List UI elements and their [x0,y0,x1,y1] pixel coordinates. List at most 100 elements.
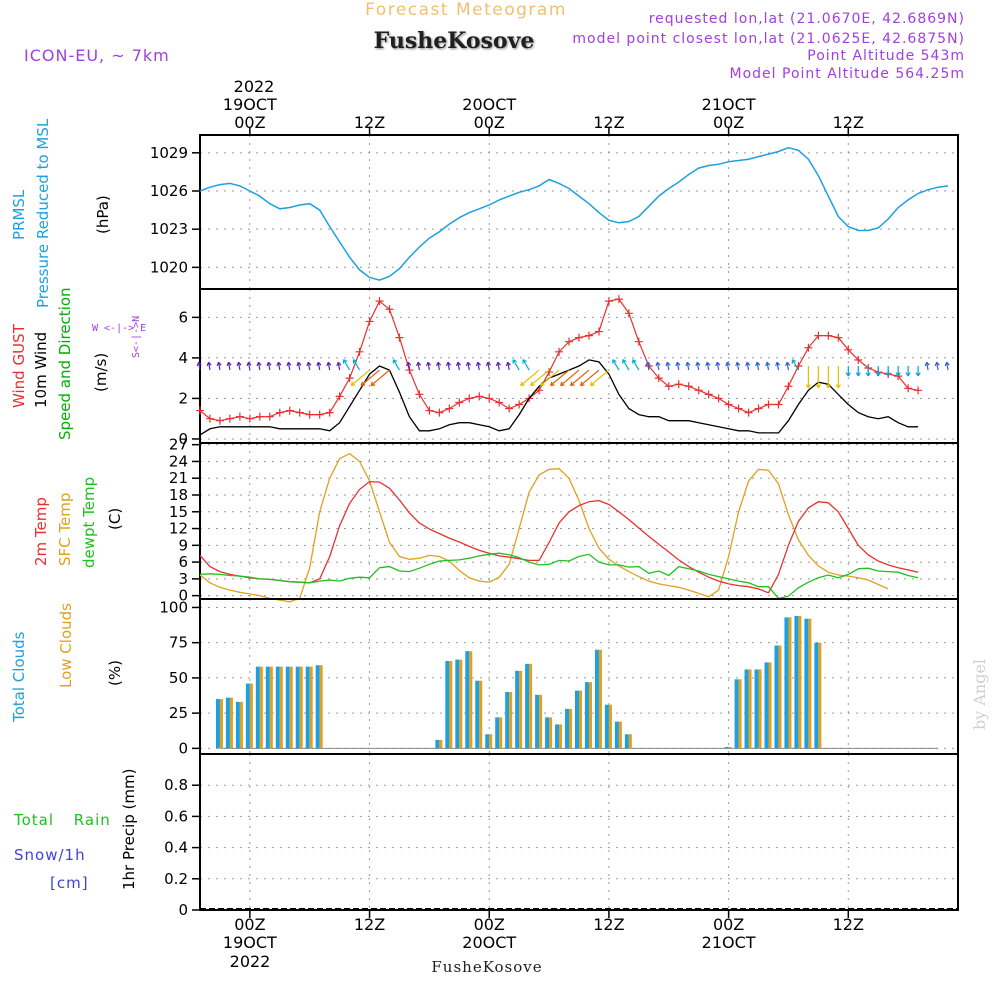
low-cloud-bar [519,670,523,749]
wind-ytick-label: 2 [178,389,188,407]
wind-direction-arrowhead [735,361,741,367]
gust-marker [445,404,454,413]
low-cloud-bar [239,701,243,749]
wind-direction-arrowhead [316,361,322,367]
wind-direction-arrow [487,362,490,371]
wind-direction-arrow [327,362,331,371]
top-time-label: 00Z [713,113,744,132]
wind-direction-arrow [696,362,700,371]
wind-compass-sn: S<-|->N [131,316,142,358]
low-cloud-bar [289,666,293,749]
wind-direction-arrowhead [924,361,930,367]
wind-direction-arrowhead [246,361,252,367]
sfc-temp-line [199,452,889,603]
clouds-panel: 0 25 50 75 100 [159,598,959,757]
gust-marker [684,382,693,391]
gust-marker [425,406,434,415]
wind-direction-arrow [936,362,939,371]
top-time-label: 12Z [833,113,864,132]
top-time-label: 00Z [474,113,505,132]
wind-direction-arrowhead [705,361,711,367]
low-cloud-bar [219,699,223,749]
wind-direction-arrowhead [495,361,501,367]
clouds-label-low: Low Clouds [57,603,75,688]
wind-direction-arrowhead [256,361,262,367]
top-year-label: 2022 [234,77,275,96]
temp-ytick-label: 9 [178,536,188,554]
wind-direction-arrow [277,362,281,371]
wind-direction-arrowhead [715,361,721,367]
gust-marker [495,398,504,407]
gust-marker [245,414,254,423]
total-cloud-bar [724,746,729,749]
top-date-label: 19OCT [223,95,277,114]
gust-marker [714,394,723,403]
wind-direction-arrowhead [370,381,376,387]
gust-marker [275,408,284,417]
wind-direction-arrowhead [785,361,791,367]
gust-marker [704,390,713,399]
gust-marker [724,400,733,409]
wind-direction-arrowhead [632,359,637,364]
gust-marker [604,297,613,306]
wind-direction-arrowhead [530,381,535,387]
wind-direction-arrow [392,359,400,371]
pressure-ytick-label: 1020 [150,258,188,276]
gust-marker [315,410,324,419]
precip-ytick-label: 0 [178,901,188,919]
wind-direction-arrowhead [845,372,851,377]
top-time-label: 12Z [593,113,624,132]
gust-marker [485,394,494,403]
wind-direction-arrowhead [336,361,342,367]
precip-ytick-label: 0.2 [164,870,188,888]
gust-marker [914,386,923,395]
wind-direction-arrow [540,369,560,386]
gust-marker [295,408,304,417]
wind-direction-arrow [353,359,361,371]
gust-marker [455,398,464,407]
gust-marker [335,392,344,401]
total-cloud-bar [734,679,739,749]
precip-ytick-label: 0.4 [164,839,188,857]
wind-direction-arrow [632,359,640,371]
low-cloud-bar [539,694,543,749]
wind-direction-arrowhead [435,361,442,367]
bottom-time-label: 00Z [234,915,265,934]
gust-marker [594,327,603,336]
wind-label-10m: 10m Wind [32,332,50,408]
precip-label-rain: Total Rain [13,811,111,829]
total-cloud-bar [525,663,530,749]
low-cloud-bar [249,683,253,749]
requested-coords: requested lon,lat (21.0670E, 42.6869N) [649,11,965,27]
footer-station: FusheKosove [431,958,542,976]
wind-direction-arrowhead [895,372,901,377]
wind-direction-arrowhead [276,361,282,367]
gust-marker [435,408,444,417]
gust-marker [854,355,863,364]
low-cloud-bar [579,690,582,749]
total-cloud-bar [764,662,769,749]
wind-direction-arrow [267,362,271,371]
gust-marker [355,347,364,356]
clouds-label-total: Total Clouds [10,631,28,723]
total-cloud-bar [285,666,290,749]
total-cloud-bar [445,661,450,749]
gust-marker [265,412,274,421]
total-cloud-bar [275,666,280,749]
wind-direction-arrowhead [944,361,950,367]
total-cloud-bar [584,682,589,749]
wind-direction-arrow [612,359,620,371]
gust-marker [375,297,384,306]
pressure-frame [199,134,959,290]
gust-marker [624,309,633,318]
total-cloud-bar [225,697,230,749]
wind-direction-arrow [926,362,929,371]
gust-marker [834,333,843,342]
wind-direction-arrowhead [296,361,302,367]
wind-direction-arrowhead [665,361,671,367]
precip-panel: 0 0.2 0.4 0.6 0.8 [164,753,959,919]
total-cloud-bar [265,666,270,749]
total-cloud-bar [485,734,490,749]
wind-line [199,359,919,436]
